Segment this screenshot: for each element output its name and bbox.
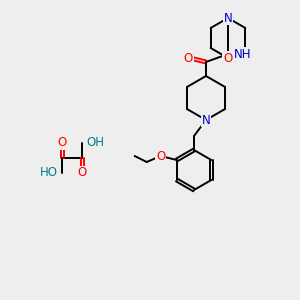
Text: O: O (156, 149, 165, 163)
Text: O: O (57, 136, 67, 149)
Text: N: N (224, 11, 232, 25)
Text: OH: OH (86, 136, 104, 149)
Text: O: O (77, 167, 87, 179)
Text: HO: HO (40, 167, 58, 179)
Text: NH: NH (234, 47, 251, 61)
Text: O: O (183, 52, 193, 64)
Text: N: N (202, 113, 210, 127)
Text: O: O (224, 52, 232, 64)
